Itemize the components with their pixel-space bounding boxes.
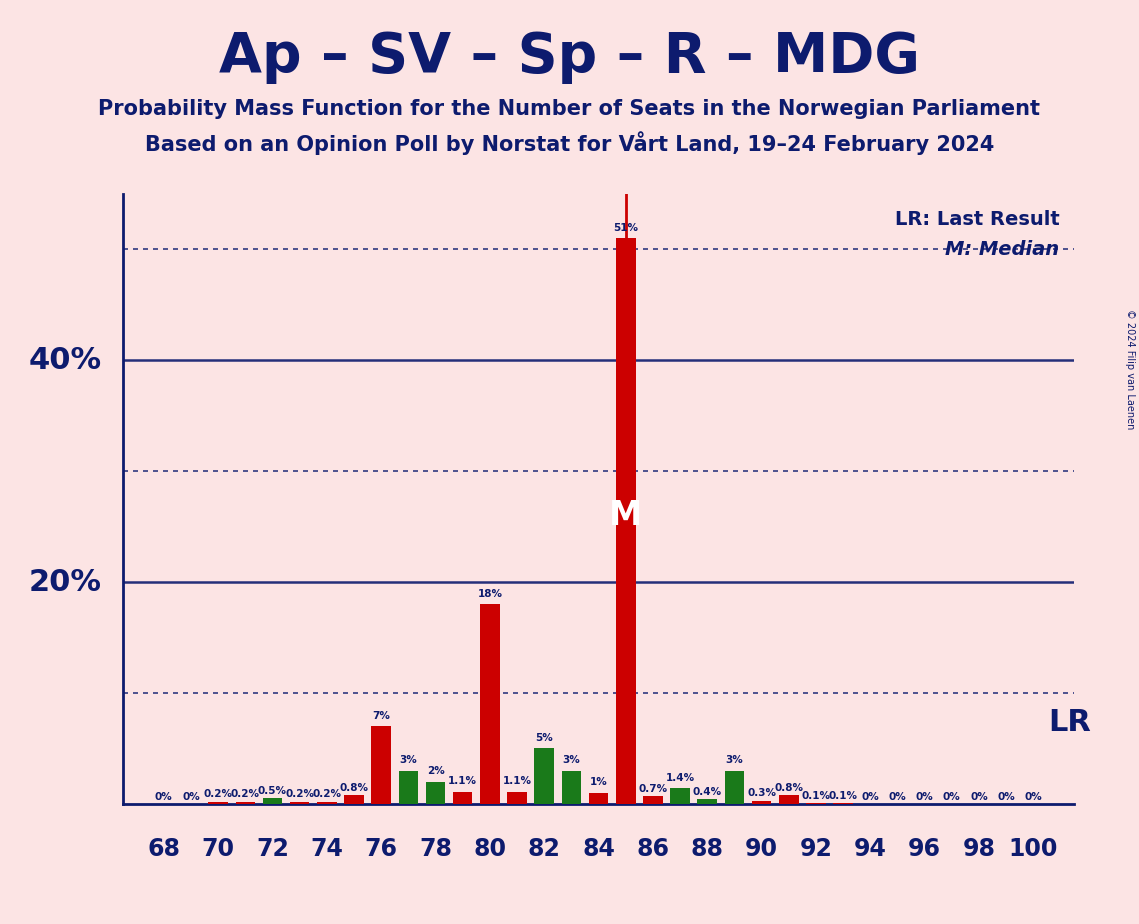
Text: 80: 80 [474, 837, 507, 861]
Text: 1.1%: 1.1% [502, 776, 532, 786]
Text: 0.1%: 0.1% [828, 791, 858, 800]
Text: Based on an Opinion Poll by Norstat for Vårt Land, 19–24 February 2024: Based on an Opinion Poll by Norstat for … [145, 131, 994, 155]
Bar [263, 798, 282, 804]
Text: 0.7%: 0.7% [638, 784, 667, 794]
Bar [589, 793, 608, 804]
Bar [724, 771, 744, 804]
Text: 74: 74 [310, 837, 343, 861]
Text: 20%: 20% [30, 567, 103, 597]
Text: 0%: 0% [888, 792, 907, 802]
Bar [834, 803, 853, 804]
Text: 51%: 51% [613, 223, 638, 233]
Text: Probability Mass Function for the Number of Seats in the Norwegian Parliament: Probability Mass Function for the Number… [98, 99, 1041, 119]
Text: 5%: 5% [535, 733, 554, 743]
Bar [344, 795, 363, 804]
Bar [670, 788, 690, 804]
Bar [289, 802, 310, 804]
Text: 100: 100 [1009, 837, 1058, 861]
Bar [806, 803, 826, 804]
Text: 0.2%: 0.2% [231, 789, 260, 799]
Text: 72: 72 [256, 837, 289, 861]
Text: Ap – SV – Sp – R – MDG: Ap – SV – Sp – R – MDG [219, 30, 920, 83]
Text: LR: Last Result: LR: Last Result [894, 211, 1059, 229]
Bar [426, 782, 445, 804]
Text: 0.3%: 0.3% [747, 788, 776, 798]
Text: 3%: 3% [563, 755, 580, 765]
Text: 1.1%: 1.1% [448, 776, 477, 786]
Text: 0%: 0% [1024, 792, 1042, 802]
Bar [697, 799, 718, 804]
Text: 1.4%: 1.4% [665, 772, 695, 783]
Text: 90: 90 [745, 837, 778, 861]
Text: 3%: 3% [726, 755, 744, 765]
Text: M: M [609, 499, 642, 532]
Bar [371, 726, 391, 804]
Text: 0.2%: 0.2% [204, 789, 232, 799]
Bar [480, 604, 500, 804]
Text: 0%: 0% [182, 792, 199, 802]
Text: 98: 98 [962, 837, 995, 861]
Text: 0%: 0% [998, 792, 1015, 802]
Bar [317, 802, 337, 804]
Text: 0.1%: 0.1% [802, 791, 830, 800]
Bar [453, 792, 473, 804]
Text: 0.2%: 0.2% [285, 789, 314, 799]
Text: 86: 86 [637, 837, 670, 861]
Bar [752, 800, 771, 804]
Text: 0%: 0% [970, 792, 988, 802]
Text: 2%: 2% [427, 766, 444, 776]
Text: 0%: 0% [943, 792, 960, 802]
Bar [208, 802, 228, 804]
Text: 82: 82 [527, 837, 560, 861]
Text: 70: 70 [202, 837, 235, 861]
Bar [236, 802, 255, 804]
Text: LR: LR [1048, 708, 1091, 737]
Text: 0%: 0% [155, 792, 173, 802]
Text: 7%: 7% [372, 711, 390, 721]
Text: 76: 76 [364, 837, 398, 861]
Text: M: Median: M: Median [945, 240, 1059, 259]
Text: 68: 68 [147, 837, 180, 861]
Text: 0.5%: 0.5% [257, 786, 287, 796]
Text: 1%: 1% [590, 777, 607, 787]
Text: 96: 96 [908, 837, 941, 861]
Text: 88: 88 [690, 837, 723, 861]
Text: 84: 84 [582, 837, 615, 861]
Bar [779, 795, 798, 804]
Text: 0.8%: 0.8% [775, 783, 803, 793]
Text: 78: 78 [419, 837, 452, 861]
Bar [507, 792, 527, 804]
Text: 0.4%: 0.4% [693, 787, 722, 797]
Text: 3%: 3% [400, 755, 417, 765]
Text: 0.2%: 0.2% [312, 789, 342, 799]
Text: © 2024 Filip van Laenen: © 2024 Filip van Laenen [1125, 310, 1134, 430]
Text: 92: 92 [800, 837, 833, 861]
Bar [644, 796, 663, 804]
Text: 0.8%: 0.8% [339, 783, 369, 793]
Text: 94: 94 [854, 837, 887, 861]
Bar [534, 748, 554, 804]
Bar [399, 771, 418, 804]
Text: 0%: 0% [861, 792, 879, 802]
Bar [616, 238, 636, 804]
Bar [562, 771, 581, 804]
Text: 40%: 40% [28, 346, 103, 375]
Text: 0%: 0% [916, 792, 934, 802]
Text: 18%: 18% [477, 589, 502, 599]
